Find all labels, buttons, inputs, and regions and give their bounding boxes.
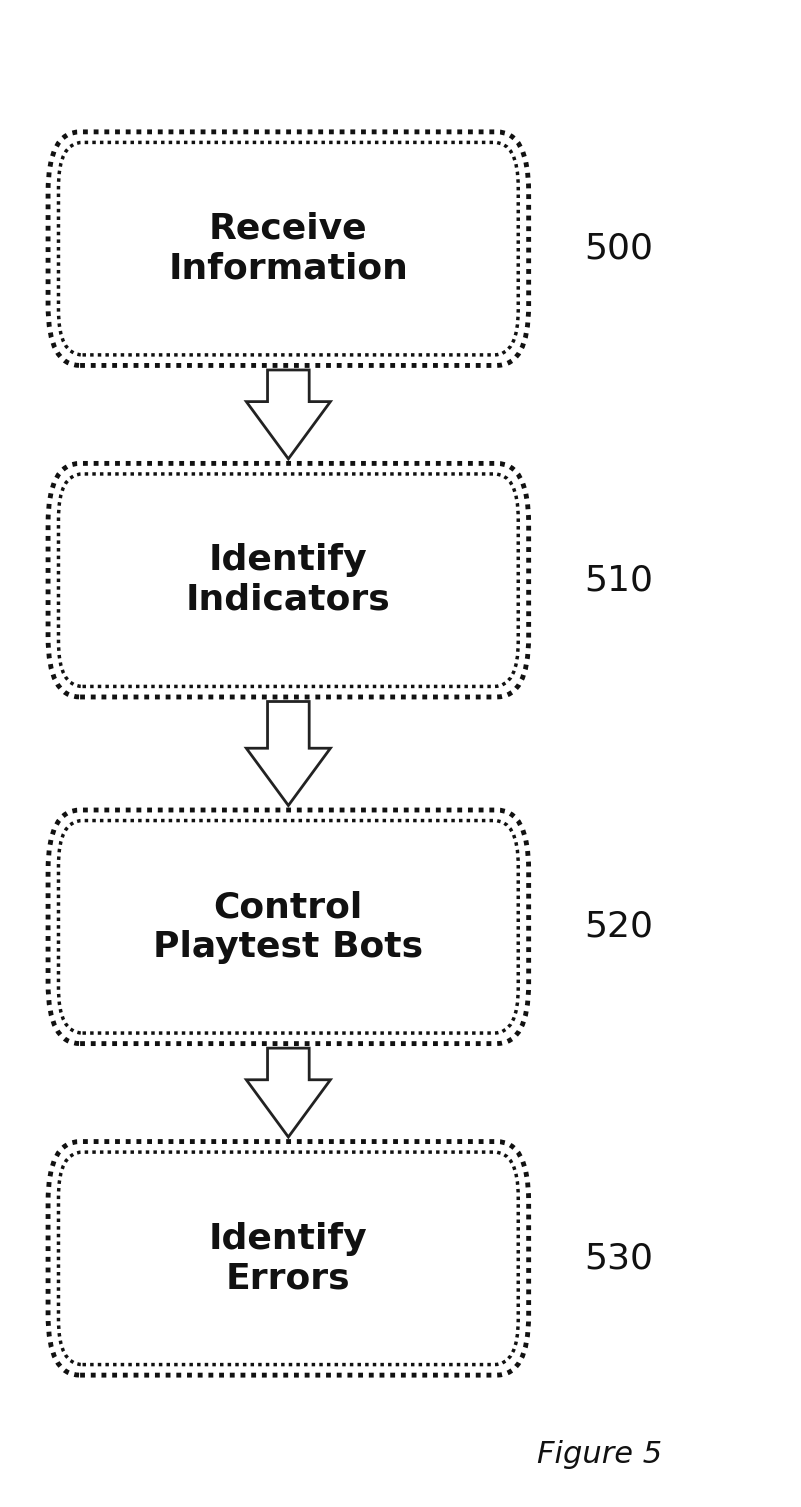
FancyBboxPatch shape xyxy=(58,1153,518,1365)
Text: 520: 520 xyxy=(585,910,654,943)
Text: Figure 5: Figure 5 xyxy=(537,1441,662,1469)
Polygon shape xyxy=(247,702,330,805)
FancyBboxPatch shape xyxy=(58,142,518,356)
FancyBboxPatch shape xyxy=(58,820,518,1034)
FancyBboxPatch shape xyxy=(48,811,529,1043)
Text: 500: 500 xyxy=(585,232,654,265)
FancyBboxPatch shape xyxy=(58,473,518,687)
FancyBboxPatch shape xyxy=(48,464,529,696)
Polygon shape xyxy=(247,1049,330,1136)
Text: Receive
Information: Receive Information xyxy=(168,212,409,285)
Text: Identify
Indicators: Identify Indicators xyxy=(186,544,391,616)
Text: 510: 510 xyxy=(585,564,654,597)
FancyBboxPatch shape xyxy=(48,133,529,366)
Polygon shape xyxy=(247,371,330,458)
FancyBboxPatch shape xyxy=(48,1142,529,1374)
Text: 530: 530 xyxy=(585,1242,654,1275)
Text: Control
Playtest Bots: Control Playtest Bots xyxy=(153,891,424,963)
Text: Identify
Errors: Identify Errors xyxy=(209,1222,368,1295)
